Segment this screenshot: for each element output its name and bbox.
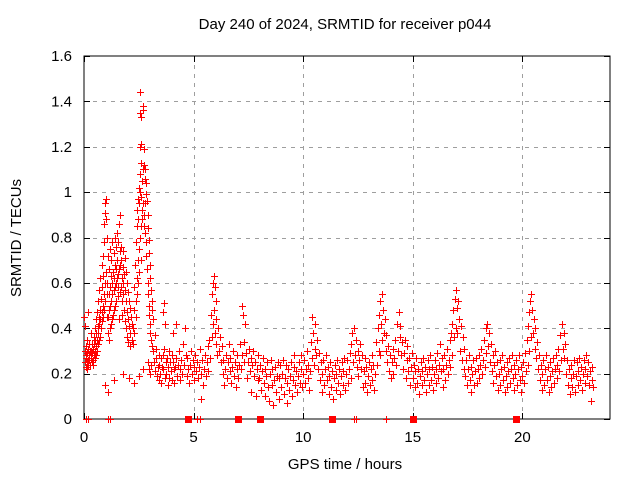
y-tick-label: 1 <box>64 184 72 201</box>
x-tick-labels: 0 5 10 15 20 <box>80 429 531 446</box>
gap-marker-square <box>185 416 192 423</box>
chart-title: Day 240 of 2024, SRMTID for receiver p04… <box>199 16 492 33</box>
y-tick-label: 0.4 <box>51 320 72 337</box>
scatter-points <box>81 89 597 423</box>
plot-border <box>83 55 611 420</box>
axis-zero-plus-points <box>83 416 390 423</box>
gap-marker-square <box>235 416 242 423</box>
y-tick-label: 1.4 <box>51 93 72 110</box>
gap-marker-square <box>513 416 520 423</box>
y-tick-labels: 0 0.2 0.4 0.6 0.8 1 1.2 1.4 1.6 <box>51 48 72 428</box>
x-tick-label: 10 <box>295 429 312 446</box>
x-tick-label: 15 <box>404 429 421 446</box>
x-tick-label: 5 <box>189 429 197 446</box>
x-axis-label: GPS time / hours <box>288 456 402 473</box>
gap-marker-square <box>329 416 336 423</box>
y-tick-label: 0.6 <box>51 275 72 292</box>
y-tick-label: 1.6 <box>51 48 72 65</box>
x-tick-label: 0 <box>80 429 88 446</box>
gap-marker-square <box>410 416 417 423</box>
y-tick-label: 1.2 <box>51 139 72 156</box>
x-tick-label: 20 <box>514 429 531 446</box>
y-tick-label: 0.2 <box>51 366 72 383</box>
y-tick-label: 0.8 <box>51 230 72 247</box>
gap-marker-square <box>257 416 264 423</box>
y-tick-label: 0 <box>64 411 72 428</box>
srmtid-points <box>81 89 597 409</box>
grid-lines <box>84 56 610 419</box>
y-axis-label: SRMTID / TECUs <box>8 179 25 297</box>
